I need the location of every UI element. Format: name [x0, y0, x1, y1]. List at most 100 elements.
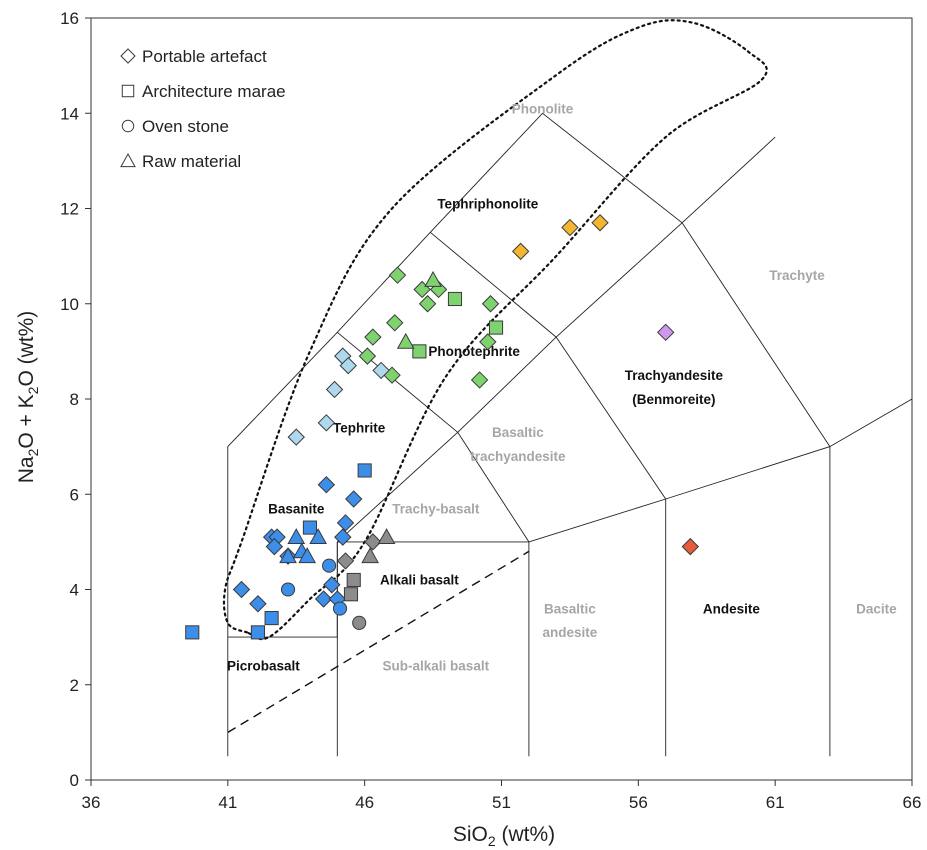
point-diamond — [339, 356, 357, 375]
legend-label: Architecture marae — [142, 82, 286, 101]
field-label: Alkali basalt — [380, 573, 459, 588]
point-diamond — [336, 514, 355, 532]
field-label: Picrobasalt — [227, 658, 300, 673]
point-diamond — [364, 328, 382, 346]
point-square — [250, 625, 265, 640]
data-points — [185, 214, 700, 640]
field-boundary-line — [227, 222, 683, 638]
field-label: Tephriphonolite — [437, 197, 538, 212]
point-diamond — [120, 48, 136, 64]
point-diamond — [481, 295, 500, 313]
x-tick-label: 51 — [492, 793, 511, 812]
point-square — [121, 84, 135, 98]
point-triangle — [120, 152, 136, 168]
field-label: Basanite — [268, 501, 325, 516]
x-tick-label: 61 — [766, 793, 785, 812]
alkaline-subalkaline-divider — [227, 550, 530, 733]
point-triangle — [298, 547, 317, 564]
point-diamond — [345, 490, 363, 508]
point-square — [264, 611, 279, 626]
point-square — [357, 463, 372, 478]
point-diamond — [287, 428, 305, 446]
field-label: (Benmoreite) — [632, 392, 715, 407]
field-boundary-line — [337, 398, 913, 543]
field-label: andesite — [543, 625, 598, 640]
point-triangle — [396, 332, 415, 349]
field-label: Trachyandesite — [625, 368, 724, 383]
point-diamond — [418, 295, 437, 313]
point-diamond — [314, 590, 333, 608]
y-tick-label: 16 — [60, 9, 79, 28]
field-label: Phonotephrite — [428, 344, 520, 359]
y-tick-label: 12 — [60, 200, 79, 219]
point-circle — [322, 558, 337, 573]
field-boundary-line — [555, 336, 667, 500]
field-boundary-line — [227, 112, 831, 757]
point-diamond — [265, 537, 284, 556]
x-tick-label: 36 — [82, 793, 101, 812]
x-tick-label: 41 — [218, 793, 237, 812]
y-tick-label: 4 — [70, 581, 79, 600]
point-diamond — [372, 361, 390, 380]
point-diamond — [325, 380, 344, 399]
field-boundary-line — [457, 432, 530, 543]
point-circle — [280, 582, 296, 597]
x-tick-label: 56 — [629, 793, 648, 812]
point-diamond — [317, 414, 336, 432]
point-diamond — [317, 476, 336, 494]
y-tick-label: 10 — [60, 295, 79, 314]
field-label: Basaltic — [544, 601, 596, 616]
point-triangle — [361, 547, 379, 564]
point-square — [185, 625, 200, 640]
point-diamond — [386, 314, 404, 332]
envelope-path — [222, 19, 768, 641]
point-diamond — [561, 218, 579, 237]
dotted-envelope — [222, 19, 768, 641]
point-diamond — [511, 242, 530, 261]
point-square — [412, 344, 427, 359]
point-diamond — [591, 214, 609, 232]
point-triangle — [287, 528, 306, 545]
field-label: Basaltic — [492, 425, 544, 440]
point-triangle — [377, 528, 396, 545]
point-diamond — [388, 266, 407, 284]
y-tick-label: 2 — [70, 676, 79, 695]
y-tick-label: 6 — [70, 485, 79, 504]
point-diamond — [470, 371, 489, 389]
field-label: Dacite — [856, 601, 897, 616]
y-tick-label: 14 — [60, 104, 79, 123]
point-square — [302, 520, 317, 535]
field-label: Trachyte — [769, 268, 825, 283]
x-tick-label: 66 — [903, 793, 922, 812]
point-circle — [352, 615, 367, 630]
point-diamond — [249, 595, 267, 613]
legend: Portable artefact Architecture marae Oven … — [120, 47, 286, 171]
point-diamond — [336, 552, 355, 570]
point-square — [346, 572, 361, 588]
field-label: Phonolite — [512, 101, 574, 116]
point-diamond — [232, 580, 251, 599]
point-triangle — [279, 547, 297, 564]
y-tick-label: 0 — [70, 771, 79, 790]
y-axis-title: Na2O + K2O (wt%) — [15, 311, 41, 484]
point-circle — [332, 601, 348, 616]
field-boundary-line — [430, 231, 557, 338]
point-diamond — [681, 537, 700, 556]
point-circle — [121, 119, 135, 133]
x-tick-label: 46 — [355, 793, 374, 812]
field-labels: Phonolite Tephriphonolite Trachyte Phonotep… — [227, 101, 897, 673]
point-diamond — [358, 347, 377, 365]
legend-label: Oven stone — [142, 117, 229, 136]
point-triangle — [424, 270, 442, 287]
legend-label: Raw material — [142, 152, 241, 171]
field-boundary-line — [337, 331, 458, 433]
field-label: Trachy-basalt — [392, 501, 480, 516]
field-label: Tephrite — [333, 420, 386, 435]
point-diamond — [334, 528, 352, 546]
point-diamond — [656, 323, 675, 342]
field-boundary-line — [681, 136, 776, 224]
point-diamond — [364, 533, 382, 551]
point-square — [343, 587, 359, 602]
